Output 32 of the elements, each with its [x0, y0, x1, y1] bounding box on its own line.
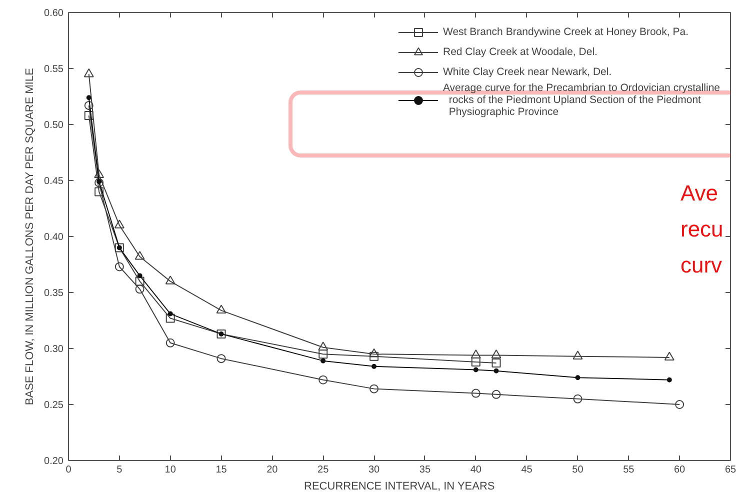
y-tick-label: 0.30: [44, 344, 64, 355]
y-tick-label: 0.50: [44, 120, 64, 131]
y-tick-label: 0.45: [44, 176, 64, 187]
x-tick-label: 5: [116, 464, 123, 476]
legend-label: Average curve for the Precambrian to Ordovician crystalline rocks of the Piedmont Upland Section of the Piedmont Physiographic Province: [442, 82, 720, 118]
y-tick-label: 0.25: [44, 400, 64, 411]
x-axis-title: RECURRENCE INTERVAL, IN YEARS: [304, 480, 495, 492]
annotation: recu: [680, 216, 724, 242]
y-axis-title: BASE FLOW, IN MILLION GALLONS PER DAY PER SQUARE MILE: [24, 68, 36, 406]
x-tick-label: 15: [216, 464, 228, 476]
y-tick-label: 0.20: [44, 456, 64, 467]
x-tick-label: 40: [470, 464, 482, 476]
legend-label: White Clay Creek near Newark, Del.: [442, 65, 612, 80]
x-tick-label: 30: [368, 464, 380, 476]
y-tick-label: 0.60: [44, 8, 64, 19]
legend-label: Red Clay Creek at Woodale, Del.: [442, 45, 598, 60]
annotation: curv: [680, 252, 722, 278]
x-tick-label: 35: [419, 464, 431, 476]
x-tick-label: 45: [521, 464, 533, 476]
x-tick-label: 50: [572, 464, 584, 476]
x-tick-label: 0: [66, 464, 72, 476]
x-tick-label: 65: [724, 464, 736, 476]
y-tick-label: 0.55: [44, 64, 64, 75]
x-tick-label: 55: [623, 464, 635, 476]
x-tick-label: 60: [674, 464, 686, 476]
y-tick-label: 0.35: [44, 288, 64, 299]
x-tick-label: 20: [266, 464, 278, 476]
y-tick-label: 0.40: [44, 232, 64, 243]
legend-label: West Branch Brandywine Creek at Honey Brook, Pa.: [442, 25, 688, 40]
x-tick-label: 25: [318, 464, 330, 476]
x-tick-label: 10: [164, 464, 176, 476]
annotation: Ave: [680, 180, 718, 206]
